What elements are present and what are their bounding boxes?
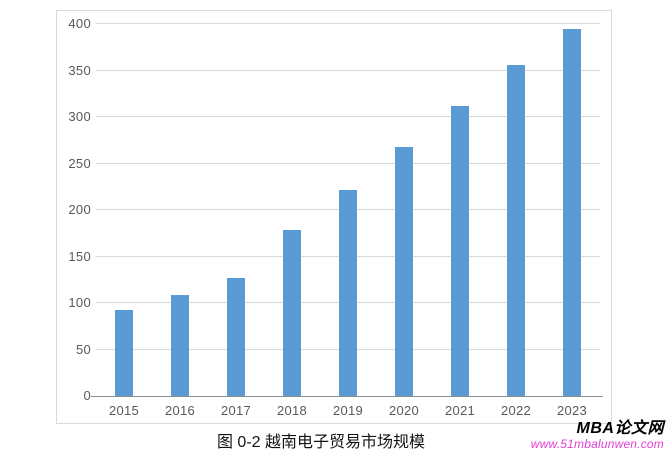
gridline <box>96 162 600 164</box>
x-tick-label: 2018 <box>276 403 308 418</box>
y-tick-label: 50 <box>75 342 91 357</box>
y-tick-label: 300 <box>68 109 91 124</box>
y-tick-label: 400 <box>68 16 91 31</box>
chart-caption: 图 0-2 越南电子贸易市场规模 <box>216 434 426 451</box>
bar-2020 <box>395 146 413 396</box>
x-tick-label: 2020 <box>388 403 420 418</box>
watermark-brand: MBA论文网 <box>576 420 664 438</box>
watermark: MBA论文网 www.51mbalunwen.com <box>531 421 664 450</box>
bar-2023 <box>563 28 581 396</box>
y-tick-label: 350 <box>68 63 91 78</box>
x-tick-label: 2019 <box>332 403 364 418</box>
plot-area <box>96 23 600 396</box>
bar-2017 <box>227 277 245 396</box>
bar-2018 <box>283 229 301 396</box>
x-tick-label: 2015 <box>108 403 140 418</box>
x-tick-label: 2023 <box>556 403 588 418</box>
bar-2019 <box>339 190 357 396</box>
watermark-url[interactable]: www.51mbalunwen.com <box>530 436 664 451</box>
bar-2015 <box>115 310 133 396</box>
bar-2022 <box>507 64 525 396</box>
gridline <box>96 69 600 71</box>
y-tick-label: 0 <box>83 388 91 403</box>
x-axis-line <box>91 396 603 397</box>
x-tick-label: 2021 <box>444 403 476 418</box>
bar-2016 <box>171 294 189 396</box>
y-tick-label: 100 <box>68 295 91 310</box>
bar-2021 <box>451 105 469 396</box>
y-tick-label: 250 <box>68 156 91 171</box>
x-tick-label: 2017 <box>220 403 252 418</box>
x-tick-label: 2022 <box>500 403 532 418</box>
y-tick-label: 150 <box>68 249 91 264</box>
y-tick-label: 200 <box>68 202 91 217</box>
gridline <box>96 116 600 117</box>
x-tick-label: 2016 <box>164 403 196 418</box>
bar-chart: 0 50 100 150 200 250 300 350 400 2015 2016 2017 2018… <box>56 10 612 424</box>
gridline <box>96 23 600 24</box>
